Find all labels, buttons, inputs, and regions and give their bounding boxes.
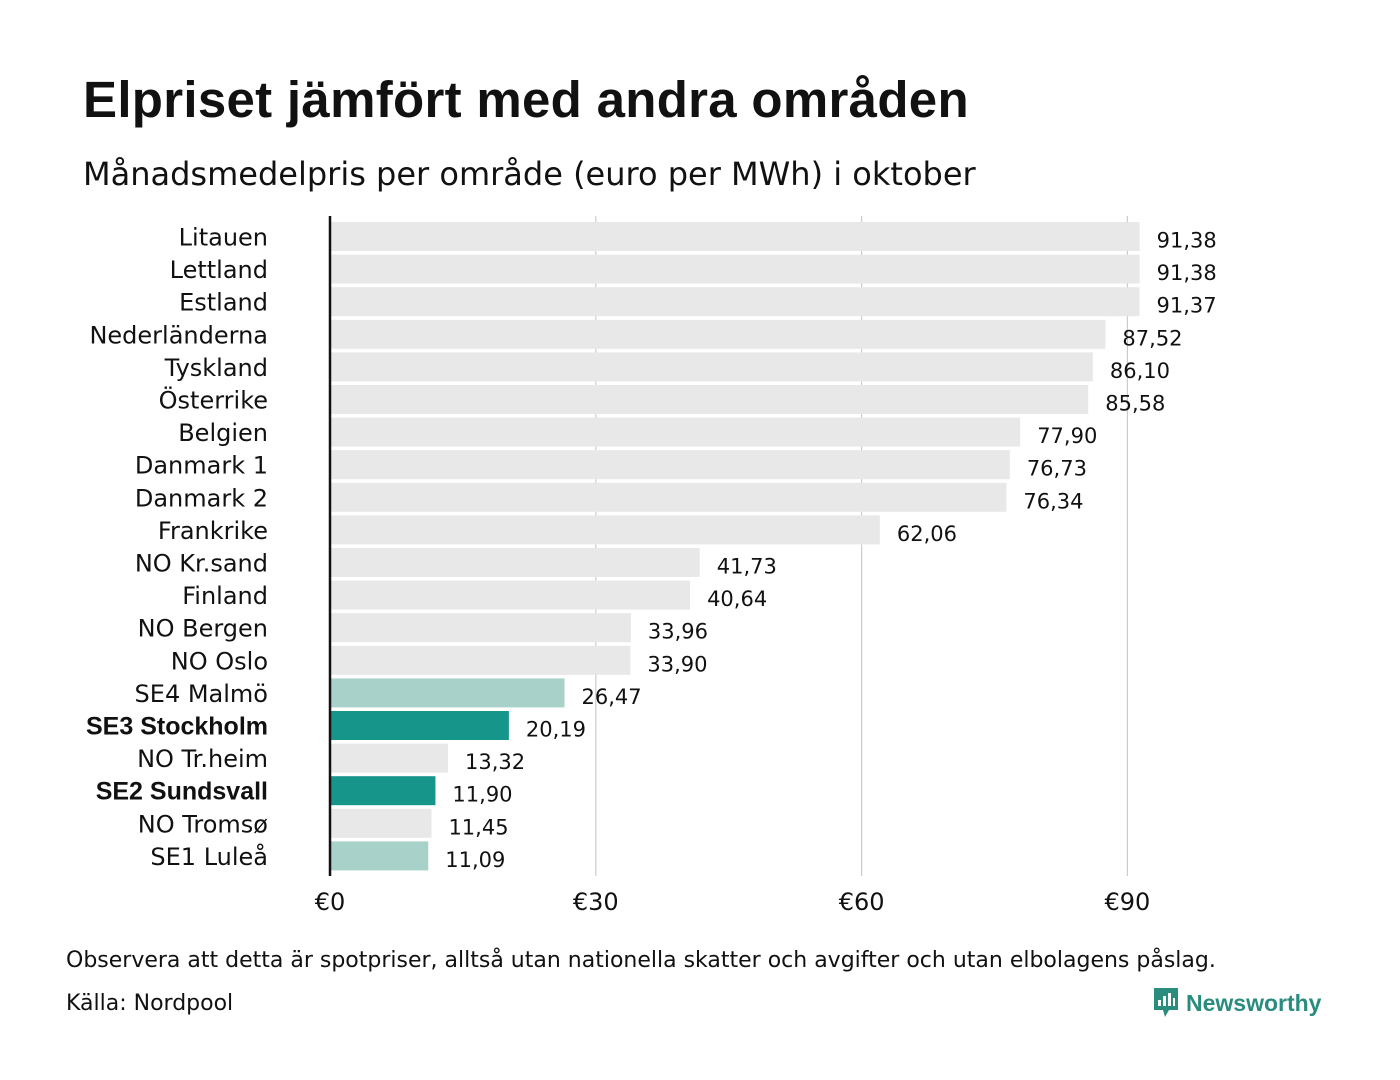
bar <box>330 450 1010 480</box>
category-label: NO Kr.sand <box>135 550 268 578</box>
value-label: 87,52 <box>1122 326 1182 350</box>
chart-title: Elpriset jämfört med andra områden <box>83 71 969 128</box>
bars <box>330 222 1140 871</box>
x-axis-ticks: €0 €30 €60 €90 <box>315 888 1151 916</box>
value-label: 41,73 <box>717 555 777 579</box>
category-label: Lettland <box>170 256 268 284</box>
bar <box>330 287 1140 317</box>
bar <box>330 548 700 577</box>
chart-subtitle: Månadsmedelpris per område (euro per MWh… <box>83 155 976 193</box>
category-label: Estland <box>179 289 268 317</box>
x-tick-label: €0 <box>315 888 346 916</box>
category-label: NO Tromsø <box>138 810 268 838</box>
bar <box>330 385 1089 414</box>
category-label: Belgien <box>178 419 268 447</box>
value-labels: 91,38 91,38 91,37 87,52 86,10 85,58 77,90 76,73… <box>445 229 1216 872</box>
value-label: 86,10 <box>1110 359 1170 383</box>
value-label: 62,06 <box>897 522 957 546</box>
value-label: 91,37 <box>1157 294 1217 318</box>
bar <box>330 743 449 773</box>
bar <box>330 808 432 838</box>
category-label: NO Oslo <box>171 647 268 675</box>
category-label: SE4 Malmö <box>135 680 268 708</box>
value-label: 13,32 <box>465 750 525 774</box>
bar <box>330 222 1140 251</box>
value-label: 26,47 <box>582 685 642 709</box>
bar <box>330 254 1140 284</box>
category-label: SE1 Luleå <box>150 842 268 871</box>
x-tick-label: €60 <box>839 888 885 916</box>
category-label: SE3 Stockholm <box>86 713 268 741</box>
bar <box>330 776 436 806</box>
category-label: Danmark 1 <box>135 452 268 480</box>
value-label: 33,90 <box>647 652 707 676</box>
category-label: Finland <box>182 582 268 610</box>
value-label: 76,34 <box>1023 489 1083 513</box>
bar <box>330 515 880 545</box>
brand-name: Newsworthy <box>1186 989 1322 1016</box>
bar <box>330 841 429 871</box>
category-labels: Litauen Lettland Estland Nederländerna Tyskl… <box>86 224 268 871</box>
newsworthy-chart-bubble-icon <box>1154 988 1178 1017</box>
brand-logo[interactable]: Newsworthy <box>1152 986 1321 1020</box>
value-label: 91,38 <box>1157 229 1217 253</box>
bar <box>330 678 565 708</box>
bar <box>330 711 509 740</box>
category-label: Nederländerna <box>89 321 268 349</box>
value-label: 11,09 <box>445 848 505 872</box>
bar <box>330 352 1093 382</box>
value-label: 91,38 <box>1157 261 1217 285</box>
bar <box>330 580 691 610</box>
bar-chart: Litauen Lettland Estland Nederländerna Tyskl… <box>86 216 1217 916</box>
category-label: Litauen <box>179 224 268 252</box>
x-tick-label: €30 <box>573 888 619 916</box>
value-label: 77,90 <box>1037 424 1097 448</box>
value-label: 11,45 <box>448 815 508 839</box>
category-label: Österrike <box>159 386 268 415</box>
bar <box>330 319 1106 349</box>
category-label: SE2 Sundsvall <box>96 778 268 806</box>
category-label: Frankrike <box>158 517 268 545</box>
value-label: 33,96 <box>648 620 708 644</box>
category-label: NO Tr.heim <box>137 745 268 773</box>
value-label: 76,73 <box>1027 457 1087 481</box>
footnote: Observera att detta är spotpriser, allts… <box>66 948 1216 973</box>
category-label: NO Bergen <box>138 615 268 643</box>
value-label: 85,58 <box>1105 392 1165 416</box>
value-label: 11,90 <box>452 783 512 807</box>
source-note: Källa: Nordpool <box>66 991 234 1016</box>
value-label: 20,19 <box>526 718 586 742</box>
bar <box>330 645 631 675</box>
category-label: Tyskland <box>164 354 268 382</box>
bar <box>330 482 1007 512</box>
value-label: 40,64 <box>707 587 767 611</box>
bar <box>330 613 631 643</box>
x-tick-label: €90 <box>1104 888 1150 916</box>
bar <box>330 417 1021 447</box>
category-label: Danmark 2 <box>135 484 268 512</box>
